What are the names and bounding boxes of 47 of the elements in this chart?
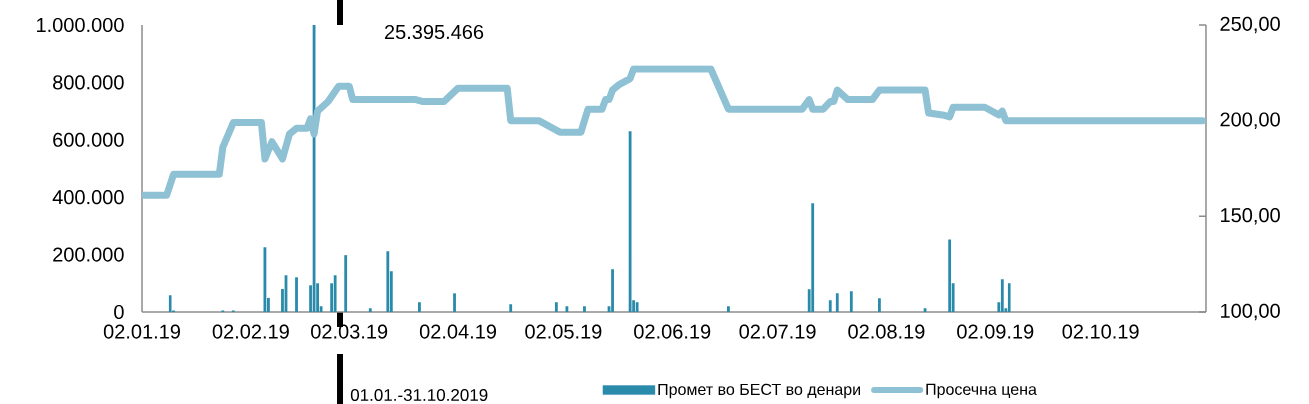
bar	[727, 306, 730, 312]
bar	[628, 131, 632, 312]
bar	[333, 275, 337, 312]
bar	[828, 300, 832, 312]
text: 01.01.-31.10.2019	[350, 388, 488, 402]
x-tick-label: 02.02.19	[212, 324, 289, 339]
x-tick-label: 02.04.19	[419, 324, 497, 339]
bar	[509, 304, 513, 312]
y2-tick-label: 250,00	[1220, 16, 1280, 34]
annotation: 25.395.466	[384, 24, 484, 40]
bar	[611, 269, 614, 312]
bar	[565, 306, 569, 312]
legend-label: Просечна цена	[926, 383, 1037, 399]
y2-tick-label: 200,00	[1220, 112, 1280, 129]
x-tick-label: 02.07.19	[739, 324, 816, 339]
bar	[295, 277, 298, 312]
bar	[811, 203, 815, 312]
y-tick-label: 200.000	[53, 247, 124, 262]
x-tick-label: 02.01.19	[103, 324, 180, 339]
bar	[1000, 279, 1004, 312]
bar	[948, 239, 952, 312]
bar	[635, 302, 639, 312]
bar	[835, 293, 839, 312]
y-tick-label: 0	[114, 304, 124, 320]
bar	[368, 308, 372, 312]
x-tick-label: 02.06.19	[634, 324, 711, 339]
y-tick-label: 1.000.000	[37, 17, 124, 33]
x-tick-label: 02.09.19	[957, 324, 1034, 339]
bar	[418, 302, 421, 312]
y2-tick-label: 150,00	[1221, 208, 1280, 225]
y-tick-label: 400.000	[52, 190, 124, 205]
bar	[554, 302, 558, 312]
bar	[386, 251, 390, 312]
x-tick-label: 02.03.19	[311, 324, 388, 339]
bar	[453, 293, 456, 312]
bar	[344, 255, 348, 312]
y-tick-label: 800.000	[53, 75, 124, 90]
legend-label: Промет во БЕСТ во денари	[658, 383, 860, 399]
bar	[583, 306, 586, 312]
x-tick-label: 02.05.19	[525, 324, 602, 339]
x-tick-label: 02.10.19	[1062, 324, 1139, 339]
y-tick-label: 600.000	[53, 132, 124, 147]
bar	[878, 298, 881, 312]
y2-tick-label: 100,00	[1221, 303, 1280, 321]
x-tick-label: 02.08.19	[848, 324, 925, 339]
bar	[849, 291, 853, 312]
bar	[168, 295, 172, 312]
